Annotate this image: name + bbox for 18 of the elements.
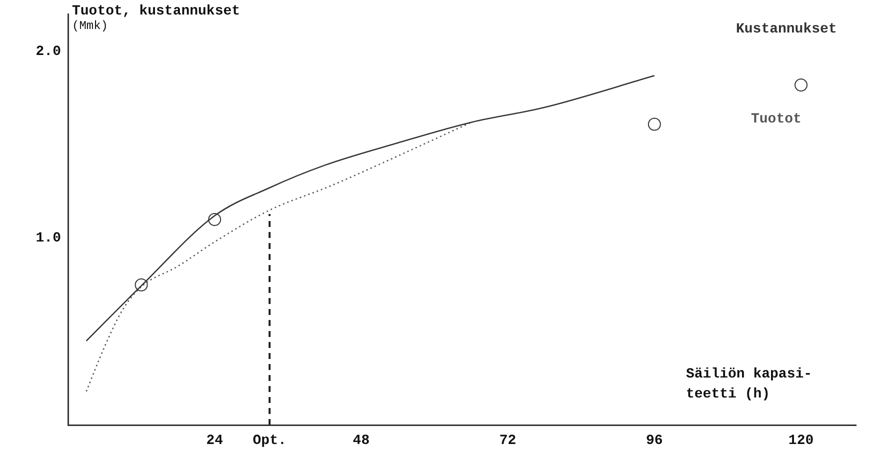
x-tick-label: Opt. (252, 432, 286, 449)
y-axis-title: Tuotot, kustannukset (Mmk) (72, 4, 240, 34)
y-tick-label: 1.0 (36, 230, 61, 247)
point (208, 213, 222, 226)
x-tick-label: 48 (352, 432, 370, 449)
line-series (86, 122, 472, 392)
line-series (86, 75, 656, 342)
y-tick-label: 2.0 (36, 44, 61, 60)
text: Tuotot (751, 112, 802, 128)
x-axis-title: Säiliön kapasi- teetti (h) (686, 366, 812, 403)
x-tick-label: 24 (206, 432, 224, 449)
x-tick-label: 96 (646, 432, 663, 449)
x-tick-label: 120 (788, 432, 814, 449)
point (134, 278, 148, 292)
point (648, 118, 661, 131)
text: Kustannukset (736, 22, 837, 38)
point (794, 78, 808, 92)
x-tick-label: 72 (499, 432, 516, 449)
